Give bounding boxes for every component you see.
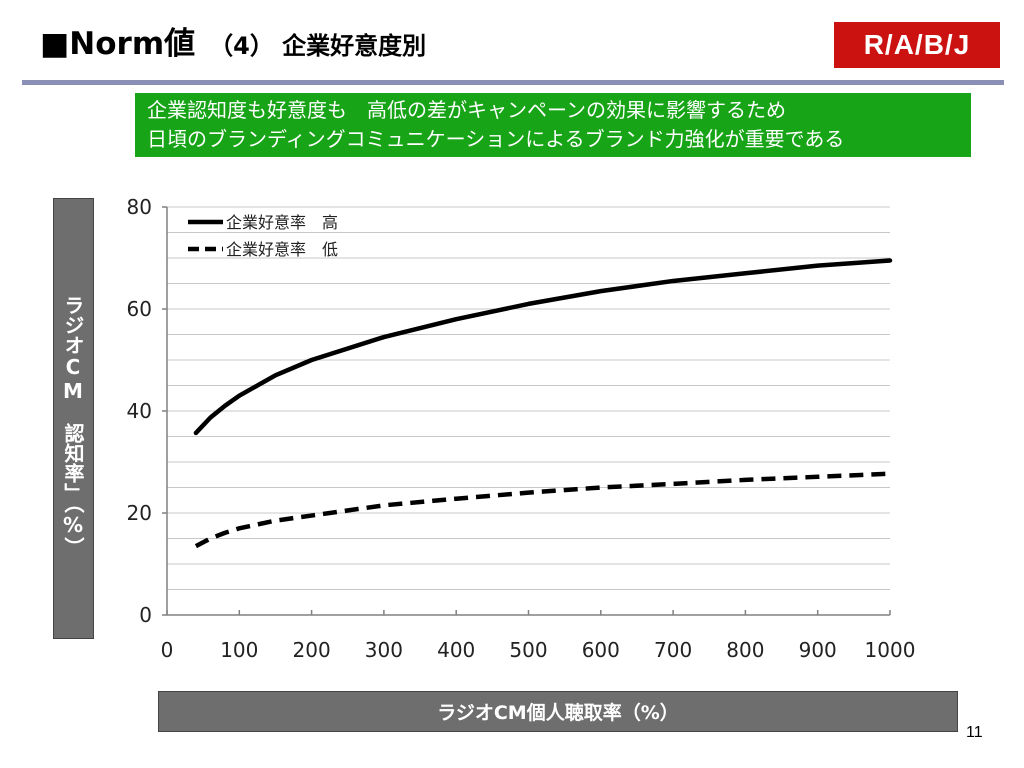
summary-line-1: 企業認知度も好意度も 高低の差がキャンペーンの効果に影響するため <box>147 98 786 122</box>
summary-banner: 企業認知度も好意度も 高低の差がキャンペーンの効果に影響するため 日頃のブランデ… <box>135 93 971 157</box>
page-subtitle: （4） 企業好意度別 <box>209 32 427 60</box>
page-title: ■Norm値 （4） 企業好意度別 <box>40 26 426 64</box>
legend-label-1: 企業好意率 高 <box>226 213 338 232</box>
x-tick-label: 1000 <box>865 638 916 662</box>
x-tick-label: 0 <box>161 638 174 662</box>
y-tick-label: 40 <box>127 399 152 423</box>
page-title-main: ■Norm値 <box>40 26 196 62</box>
line-chart: 0 100 200 300 400 500 600 700 800 900 1000 0 20 40 60 8… <box>127 195 916 662</box>
y-tick-label: 0 <box>139 603 152 627</box>
x-tick-label: 200 <box>293 638 331 662</box>
x-axis-label: ラジオCM個人聴取率（%） <box>158 691 958 732</box>
x-tick-label: 500 <box>509 638 547 662</box>
x-tick-label: 900 <box>799 638 837 662</box>
y-tick-label: 80 <box>127 195 152 219</box>
legend-label-2: 企業好意率 低 <box>226 240 338 259</box>
y-axis-label: ラジオCM 認知率」（%） <box>53 198 94 639</box>
series-line-1 <box>193 258 893 436</box>
y-tick-label: 20 <box>127 501 152 525</box>
title-divider <box>22 80 1004 85</box>
rabj-logo: R/A/B/J <box>834 22 1000 68</box>
x-tick-label: 700 <box>654 638 692 662</box>
summary-line-2: 日頃のブランディングコミュニケーションによるブランド力強化が重要である <box>147 127 845 151</box>
x-tick-label: 100 <box>220 638 258 662</box>
x-tick-label: 300 <box>365 638 403 662</box>
series-line-2 <box>194 471 891 549</box>
x-tick-label: 400 <box>437 638 475 662</box>
y-tick-label: 60 <box>127 297 152 321</box>
x-tick-label: 800 <box>726 638 764 662</box>
x-tick-label: 600 <box>582 638 620 662</box>
page-number: 11 <box>966 724 983 741</box>
